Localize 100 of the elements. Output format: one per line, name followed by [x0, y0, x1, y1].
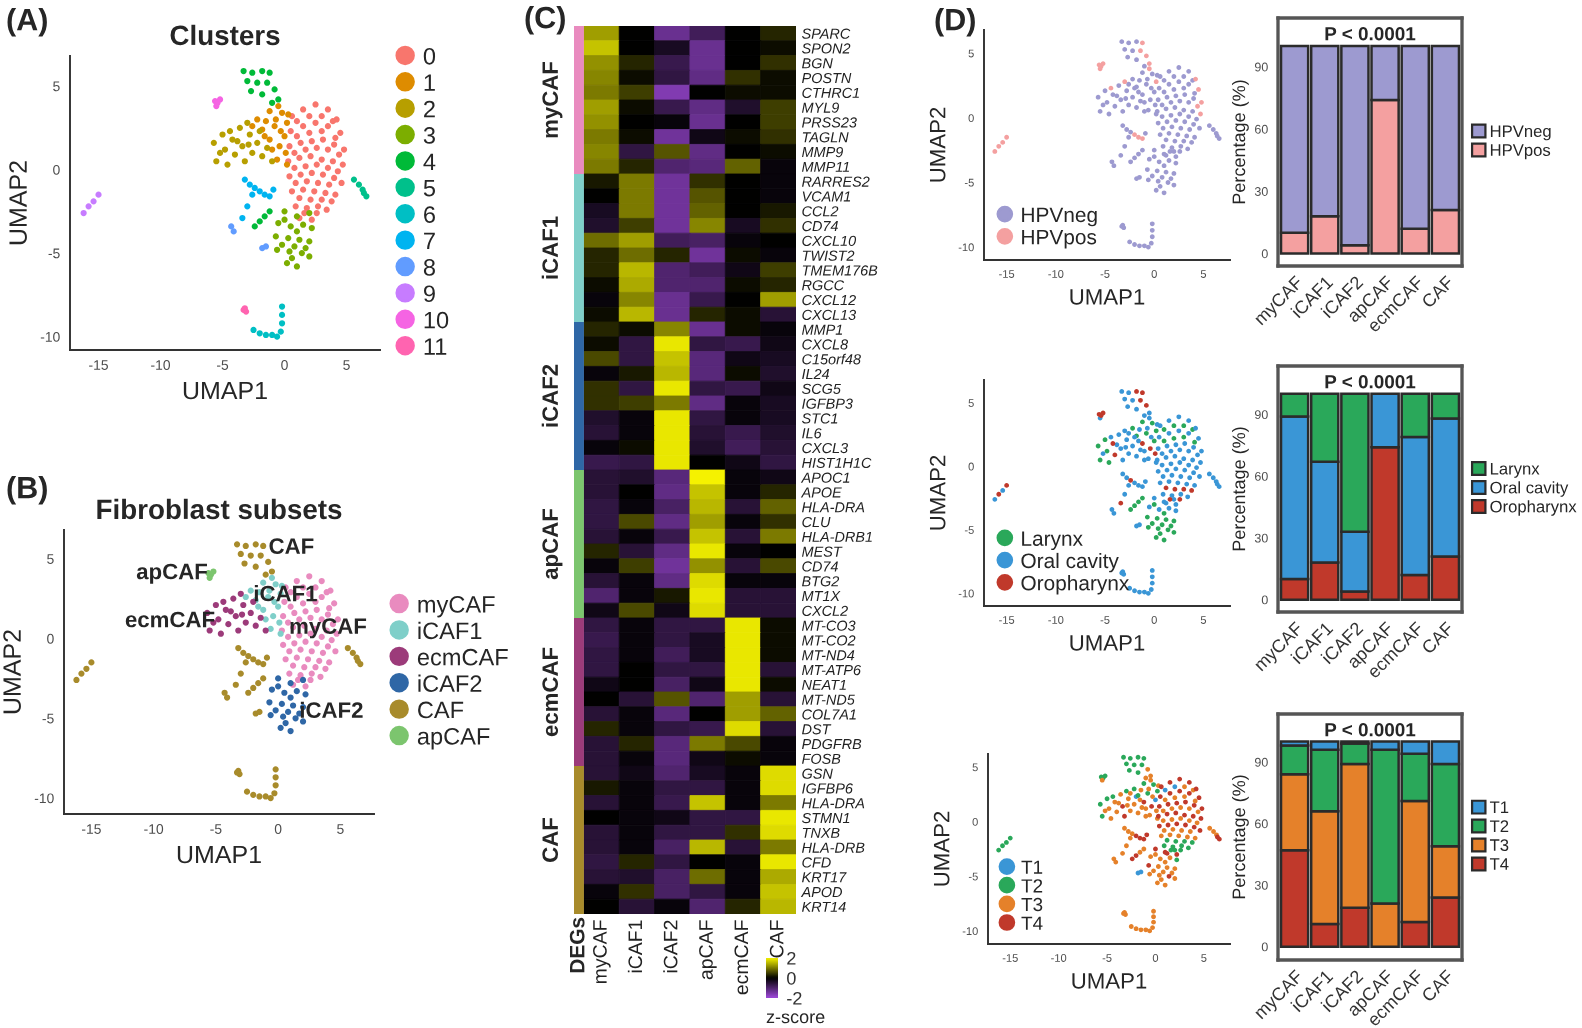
- point: [222, 606, 229, 613]
- text: (C): [525, 6, 565, 35]
- point: [268, 574, 276, 581]
- legend-label: 8: [423, 259, 435, 276]
- y-axis-title: UMAP2: [3, 630, 21, 714]
- point: [237, 590, 244, 597]
- y-axis-title: DEGs: [569, 917, 585, 973]
- point: [300, 221, 307, 228]
- point: [271, 790, 278, 797]
- point: [275, 219, 282, 227]
- point: [264, 144, 271, 151]
- point: [292, 715, 299, 722]
- point: [1181, 486, 1187, 492]
- point: [255, 603, 262, 610]
- point: [273, 333, 281, 340]
- legend-label: T3: [1489, 839, 1509, 851]
- point: [244, 119, 251, 126]
- point: [240, 649, 247, 656]
- legend-label: HPVneg: [1490, 125, 1551, 141]
- point: [266, 193, 273, 200]
- point: [271, 86, 278, 93]
- point: [1185, 845, 1191, 851]
- color-bar-label: -2: [787, 991, 802, 1005]
- point: [1157, 531, 1163, 537]
- point: [256, 793, 263, 800]
- x-axis-title: UMAP1: [177, 845, 261, 864]
- point: [231, 151, 239, 158]
- point: [252, 622, 259, 629]
- point: [262, 793, 269, 800]
- legend-label: 3: [423, 127, 435, 144]
- point: [283, 119, 291, 126]
- point: [284, 708, 292, 715]
- point: [1146, 862, 1152, 868]
- point: [278, 241, 286, 248]
- point: [291, 243, 298, 250]
- point: [268, 568, 276, 575]
- point: [267, 625, 274, 633]
- point: [282, 149, 289, 156]
- point: [1163, 517, 1169, 523]
- legend-label: apCAF: [417, 728, 490, 750]
- point: [277, 128, 284, 135]
- point: [215, 616, 222, 623]
- x-tick-label: apCAF: [699, 920, 717, 980]
- point: [275, 103, 282, 110]
- color-bar-title: z-score: [766, 1013, 825, 1024]
- point: [244, 77, 251, 85]
- point: [245, 652, 252, 660]
- point: [210, 139, 217, 146]
- point: [278, 303, 286, 310]
- point: [1161, 510, 1167, 516]
- legend-label: HPVneg: [1022, 207, 1097, 227]
- point: [242, 659, 249, 666]
- point: [254, 139, 261, 146]
- point: [1146, 66, 1152, 72]
- legend-label: 2: [424, 100, 435, 118]
- point: [1141, 755, 1147, 761]
- point: [262, 571, 269, 578]
- point: [276, 619, 283, 626]
- point: [1004, 134, 1010, 140]
- y-axis-title: UMAP2: [933, 811, 950, 886]
- point: [221, 146, 229, 153]
- point: [83, 665, 90, 672]
- point: [228, 223, 235, 230]
- point: [283, 260, 291, 267]
- point: [1153, 428, 1159, 434]
- point: [250, 684, 257, 692]
- point: [247, 609, 254, 617]
- point: [259, 91, 266, 98]
- point: [1144, 832, 1150, 838]
- legend-label: 11: [424, 338, 447, 355]
- color-bar-label: 2: [787, 951, 796, 965]
- point: [1177, 776, 1183, 782]
- point: [262, 627, 269, 634]
- y-axis-title: Percentage (%): [1231, 775, 1249, 899]
- point: [272, 766, 279, 773]
- point: [232, 613, 239, 620]
- legend-label: T1: [1489, 801, 1509, 813]
- point: [281, 689, 288, 696]
- point: [260, 606, 267, 613]
- legend-label: T2: [1489, 820, 1509, 832]
- point: [1153, 79, 1159, 85]
- point: [249, 123, 256, 130]
- point: [269, 158, 276, 165]
- point: [1152, 451, 1158, 457]
- point: [90, 198, 97, 205]
- point: [1144, 514, 1150, 520]
- point: [1164, 837, 1170, 843]
- point: [255, 659, 262, 666]
- point: [245, 141, 252, 148]
- point: [1171, 423, 1177, 429]
- point: [278, 700, 285, 708]
- point: [224, 161, 231, 168]
- point: [280, 713, 287, 720]
- point: [264, 79, 271, 86]
- legend-label: 1: [424, 74, 435, 91]
- point: [272, 116, 279, 123]
- point: [293, 688, 300, 695]
- point: [308, 224, 315, 232]
- x-tick-label: ecmCAF: [734, 920, 749, 995]
- point: [275, 683, 282, 690]
